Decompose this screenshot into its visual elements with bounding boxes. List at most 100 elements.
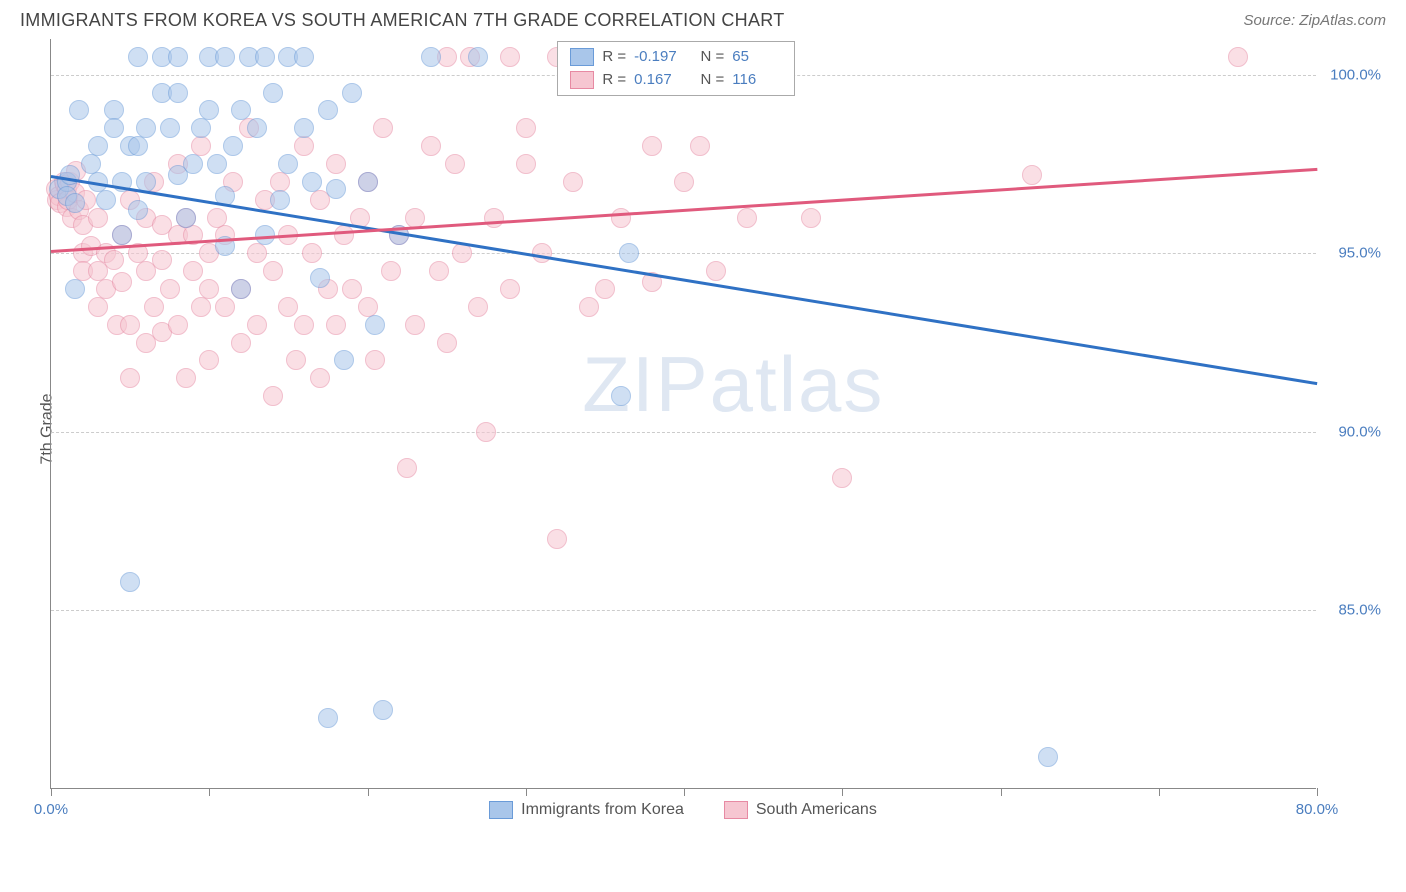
- series-b-point: [476, 422, 496, 442]
- legend-r-value: -0.197: [634, 46, 684, 69]
- x-tick: [368, 788, 369, 796]
- series-a-point: [120, 572, 140, 592]
- series-b-point: [737, 208, 757, 228]
- series-a-point: [318, 100, 338, 120]
- series-a-point: [334, 350, 354, 370]
- x-tick: [526, 788, 527, 796]
- series-a-point: [65, 279, 85, 299]
- series-b-point: [326, 315, 346, 335]
- series-b-point: [642, 136, 662, 156]
- x-tick: [684, 788, 685, 796]
- series-a-point: [342, 83, 362, 103]
- series-b-point: [183, 261, 203, 281]
- series-b-point: [302, 243, 322, 263]
- series-b-point: [120, 315, 140, 335]
- legend-n-label: N =: [692, 69, 724, 92]
- series-a-point: [373, 700, 393, 720]
- correlation-legend: R = -0.197 N = 65R = 0.167 N = 116: [557, 41, 795, 96]
- series-a-point: [191, 118, 211, 138]
- series-legend: Immigrants from Korea South Americans: [50, 801, 1316, 819]
- series-b-point: [120, 368, 140, 388]
- series-b-point: [706, 261, 726, 281]
- series-a-point: [255, 47, 275, 67]
- series-b-point: [286, 350, 306, 370]
- series-a-point: [468, 47, 488, 67]
- series-b-point: [191, 297, 211, 317]
- series-a-point: [302, 172, 322, 192]
- series-b-point: [88, 208, 108, 228]
- y-tick-label: 85.0%: [1338, 602, 1381, 619]
- series-b-point: [176, 368, 196, 388]
- series-b-point: [104, 250, 124, 270]
- watermark: ZIPatlas: [582, 339, 884, 430]
- series-b-point: [88, 297, 108, 317]
- series-b-point: [421, 136, 441, 156]
- series-b-point: [160, 279, 180, 299]
- series-b-point: [263, 261, 283, 281]
- series-b-point: [468, 297, 488, 317]
- series-a-point: [231, 100, 251, 120]
- series-a-point: [168, 47, 188, 67]
- chart-source: Source: ZipAtlas.com: [1243, 12, 1386, 29]
- legend-item: South Americans: [724, 801, 877, 819]
- series-a-point: [611, 386, 631, 406]
- series-b-point: [611, 208, 631, 228]
- gridline: [51, 432, 1316, 433]
- legend-r-label: R =: [602, 46, 626, 69]
- series-b-point: [516, 118, 536, 138]
- chart-title: IMMIGRANTS FROM KOREA VS SOUTH AMERICAN …: [20, 10, 785, 31]
- series-b-point: [484, 208, 504, 228]
- series-b-point: [247, 315, 267, 335]
- series-b-point: [547, 529, 567, 549]
- y-tick-label: 95.0%: [1338, 245, 1381, 262]
- series-a-point: [294, 118, 314, 138]
- x-tick: [1001, 788, 1002, 796]
- series-b-point: [168, 315, 188, 335]
- plot-region: ZIPatlas 85.0%90.0%95.0%100.0%0.0%80.0%R…: [50, 39, 1316, 789]
- series-b-point: [801, 208, 821, 228]
- y-tick-label: 100.0%: [1330, 66, 1381, 83]
- correlation-row: R = -0.197 N = 65: [570, 46, 782, 69]
- gridline: [51, 253, 1316, 254]
- series-a-point: [619, 243, 639, 263]
- series-a-point: [326, 179, 346, 199]
- series-a-point: [231, 279, 251, 299]
- series-a-point: [294, 47, 314, 67]
- y-tick-label: 90.0%: [1338, 423, 1381, 440]
- chart-header: IMMIGRANTS FROM KOREA VS SOUTH AMERICAN …: [0, 0, 1406, 39]
- legend-swatch: [570, 71, 594, 89]
- legend-r-value: 0.167: [634, 69, 684, 92]
- series-a-point: [318, 708, 338, 728]
- legend-n-label: N =: [692, 46, 724, 69]
- series-b-point: [452, 243, 472, 263]
- series-a-point: [176, 208, 196, 228]
- legend-n-value: 116: [732, 69, 782, 92]
- series-b-point: [674, 172, 694, 192]
- legend-swatch: [724, 801, 748, 819]
- legend-label: Immigrants from Korea: [521, 801, 684, 819]
- series-a-point: [247, 118, 267, 138]
- x-tick: [209, 788, 210, 796]
- series-a-point: [199, 100, 219, 120]
- legend-swatch: [570, 48, 594, 66]
- series-a-point: [65, 193, 85, 213]
- legend-label: South Americans: [756, 801, 877, 819]
- series-b-point: [1022, 165, 1042, 185]
- series-b-point: [1228, 47, 1248, 67]
- legend-item: Immigrants from Korea: [489, 801, 684, 819]
- series-b-point: [405, 315, 425, 335]
- series-a-point: [183, 154, 203, 174]
- x-tick: [1317, 788, 1318, 796]
- series-b-point: [500, 279, 520, 299]
- chart-area: 7th Grade ZIPatlas 85.0%90.0%95.0%100.0%…: [50, 39, 1386, 819]
- series-b-point: [690, 136, 710, 156]
- series-b-point: [516, 154, 536, 174]
- series-b-point: [563, 172, 583, 192]
- series-b-point: [429, 261, 449, 281]
- series-b-point: [215, 297, 235, 317]
- legend-n-value: 65: [732, 46, 782, 69]
- x-tick: [842, 788, 843, 796]
- correlation-row: R =0.167 N =116: [570, 69, 782, 92]
- series-b-point: [144, 297, 164, 317]
- series-a-point: [104, 118, 124, 138]
